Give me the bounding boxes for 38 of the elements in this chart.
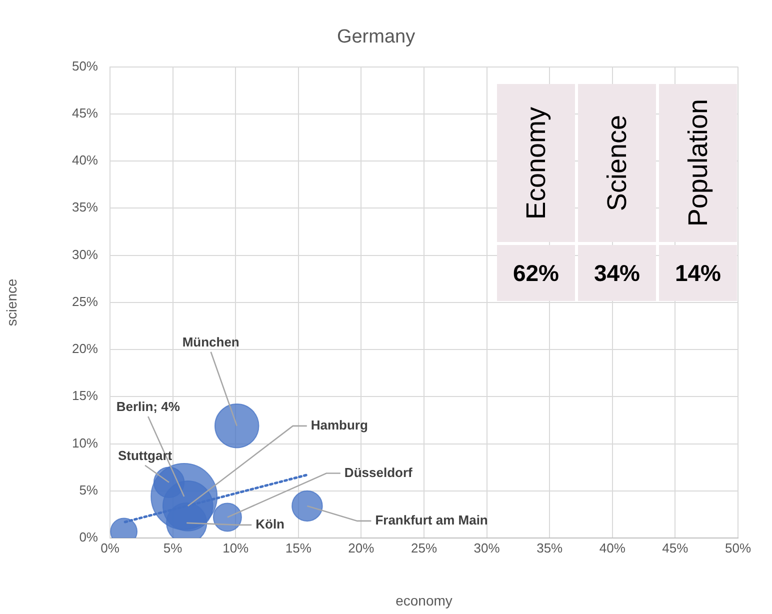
y-tick-label: 25% [72,294,98,309]
chart-title: Germany [336,26,416,48]
y-tick-label: 30% [72,246,98,262]
category-label: Economy [520,106,552,220]
y-tick-label: 45% [72,106,98,120]
series-label: Stuttgart [118,448,173,463]
text: München [182,334,240,350]
x-tick-label: 30% [474,540,500,556]
category-label: Population [682,99,714,227]
y-tick-label: 50% [72,58,98,74]
y-tick-label: 15% [72,388,98,404]
x-tick-label: 0% [100,540,120,556]
x-tick-label: 10% [222,540,250,556]
x-tick-label: 45% [662,540,689,556]
x-axis-title: economy [396,592,452,608]
category-label: Science [602,114,632,212]
x-tick-label: 5% [163,540,183,556]
x-tick-label: 20% [348,540,375,556]
text: Düsseldorf [344,464,414,480]
text: Frankfurt am Main [375,512,488,528]
text: Köln [256,516,285,532]
y-tick-label: 40% [72,152,98,168]
x-tick-label: 15% [285,540,312,556]
text: 34% [594,260,640,286]
x-tick-label: 50% [724,540,752,556]
y-tick-label: 20% [72,341,98,356]
text: 14% [674,260,722,286]
text: Berlin; 4% [116,399,180,414]
y-tick-label: 5% [79,482,98,498]
y-axis-title: science [3,278,20,326]
y-tick-label: 0% [79,530,98,545]
y-tick-label: 35% [72,200,98,215]
text: Hamburg [310,418,368,433]
x-tick-label: 25% [410,540,438,556]
y-tick-label: 10% [72,435,98,450]
text: 62% [512,260,560,286]
x-tick-label: 35% [536,540,564,556]
x-tick-label: 40% [599,540,626,556]
